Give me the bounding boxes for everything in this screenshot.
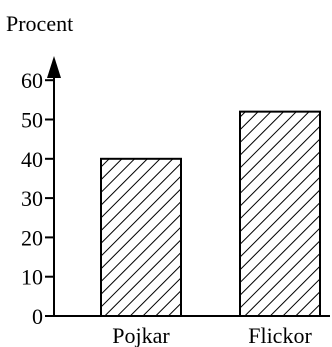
y-tick-label: 40 bbox=[21, 147, 43, 172]
category-labels: Pojkar Flickor bbox=[112, 323, 312, 347]
category-label: Flickor bbox=[248, 323, 312, 347]
y-tick-label: 50 bbox=[21, 108, 43, 133]
bars bbox=[100, 110, 321, 317]
y-tick-label: 0 bbox=[32, 304, 43, 329]
y-tick-label: 60 bbox=[21, 68, 43, 93]
y-axis-arrow bbox=[47, 56, 61, 78]
bar-pojkar bbox=[100, 157, 182, 317]
category-label: Pojkar bbox=[112, 323, 170, 347]
bar-flickor bbox=[239, 110, 321, 317]
y-axis: 0 10 20 30 40 50 60 bbox=[21, 56, 330, 329]
chart-title: Procent bbox=[6, 11, 73, 36]
y-tick-label: 30 bbox=[21, 186, 43, 211]
y-tick-label: 10 bbox=[21, 265, 43, 290]
y-tick-label: 20 bbox=[21, 225, 43, 250]
